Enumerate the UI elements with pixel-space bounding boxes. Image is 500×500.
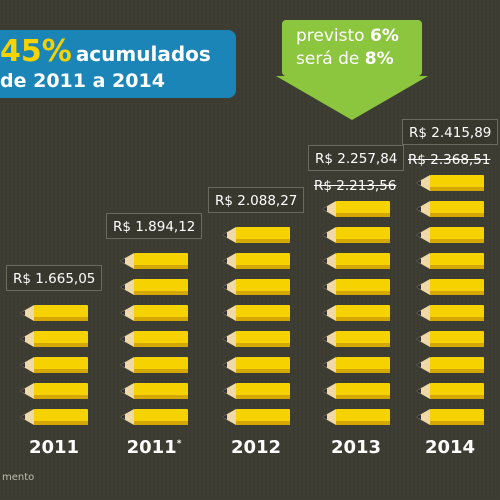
headline-line2-text: de 2011 a 2014 [0,70,165,92]
x-tick-label: 2014 [424,437,476,458]
pencil-bar-segment [120,305,188,321]
pencil-bar-segment [20,357,88,373]
pencil-bar-segment [222,331,290,347]
pencil-bar-segment [322,201,390,217]
pencil-bar-segment [416,253,484,269]
source-note: mento [2,472,35,483]
pencil-bar-segment [322,227,390,243]
pencil-bar-segment [322,253,390,269]
pencil-bar-segment [322,279,390,295]
pencil-bar-segment [120,357,188,373]
pencil-bar-segment [222,383,290,399]
data-label: R$ 2.257,84 [308,145,405,171]
pencil-bar-segment [222,409,290,425]
callout-line2-prefix: será de [296,49,360,69]
headline-line1-text: acumulados [75,42,211,66]
pencil-bar-segment [322,409,390,425]
pencil-bar-segment [416,175,484,191]
x-tick-label: 2011 [28,437,80,458]
pencil-bar-segment [20,331,88,347]
pencil-bar-segment [20,305,88,321]
pencil-bar-segment [322,383,390,399]
pencil-bar-segment [416,227,484,243]
pencil-bar-segment [416,357,484,373]
pencil-bar-segment [222,279,290,295]
struck-data-label: R$ 2.213,56 [314,178,397,194]
callout-line2-value: 8% [364,49,394,69]
pencil-bar-segment [322,331,390,347]
data-label: R$ 1.894,12 [106,213,203,239]
pencil-bar-segment [222,253,290,269]
pencil-bar-segment [120,409,188,425]
x-tick-label: 2013 [330,437,382,458]
pencil-bar-segment [416,409,484,425]
pencil-bar-segment [416,201,484,217]
pencil-bar-segment [222,357,290,373]
pencil-bar-segment [416,331,484,347]
forecast-arrow-icon [276,76,428,120]
data-label: R$ 2.415,89 [402,119,499,145]
forecast-callout: previsto 6% será de 8% [282,20,422,76]
pencil-bar-segment [20,409,88,425]
callout-line1-prefix: previsto [296,26,365,46]
x-tick-label: 2011* [126,437,182,458]
pencil-bar-segment [120,253,188,269]
pencil-bar-segment [322,305,390,321]
data-label: R$ 1.665,05 [6,265,103,291]
struck-data-label: R$ 2.368,51 [408,152,491,168]
pencil-bar-segment [222,227,290,243]
x-tick-label: 2012 [230,437,282,458]
pencil-bar-segment [416,305,484,321]
pencil-bar-segment [416,279,484,295]
headline-banner: 45% acumulados de 2011 a 2014 [0,30,236,98]
callout-line1-value: 6% [369,26,399,46]
pencil-bar-segment [416,383,484,399]
pencil-bar-segment [120,279,188,295]
pencil-bar-segment [120,331,188,347]
pencil-bar-segment [120,383,188,399]
pencil-bar-segment [20,383,88,399]
headline-percentage: 45% [0,34,72,69]
data-label: R$ 2.088,27 [208,187,305,213]
pencil-bar-segment [222,305,290,321]
pencil-bar-segment [322,357,390,373]
